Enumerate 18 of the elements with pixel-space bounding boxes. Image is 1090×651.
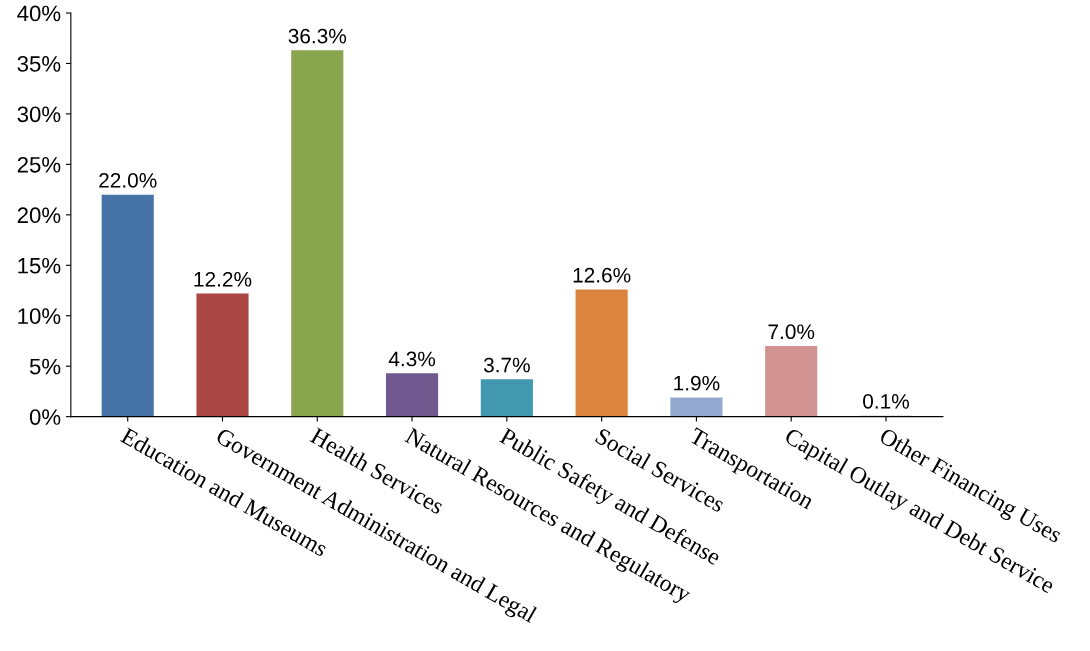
data-label: 4.3% (388, 351, 436, 367)
y-tick-label: 20% (17, 207, 61, 224)
data-label: 0.1% (863, 393, 909, 409)
data-label: 22.0% (99, 173, 157, 188)
data-label: 12.2% (194, 271, 252, 287)
data-label: 12.6% (573, 267, 631, 283)
y-tick-label: 35% (17, 56, 61, 72)
y-tick-label: 15% (18, 257, 61, 274)
y-tick-label: 5% (29, 358, 61, 375)
y-tick-label: 40% (17, 5, 61, 22)
y-tick-label: 25% (17, 156, 61, 173)
data-label: 3.7% (483, 357, 530, 373)
y-tick-label: 0% (29, 409, 61, 425)
data-label: 36.3% (288, 28, 347, 44)
y-tick-label: 10% (18, 308, 61, 325)
y-tick-label: 30% (17, 106, 61, 123)
data-label: 7.0% (768, 324, 815, 340)
data-label: 1.9% (674, 375, 720, 391)
